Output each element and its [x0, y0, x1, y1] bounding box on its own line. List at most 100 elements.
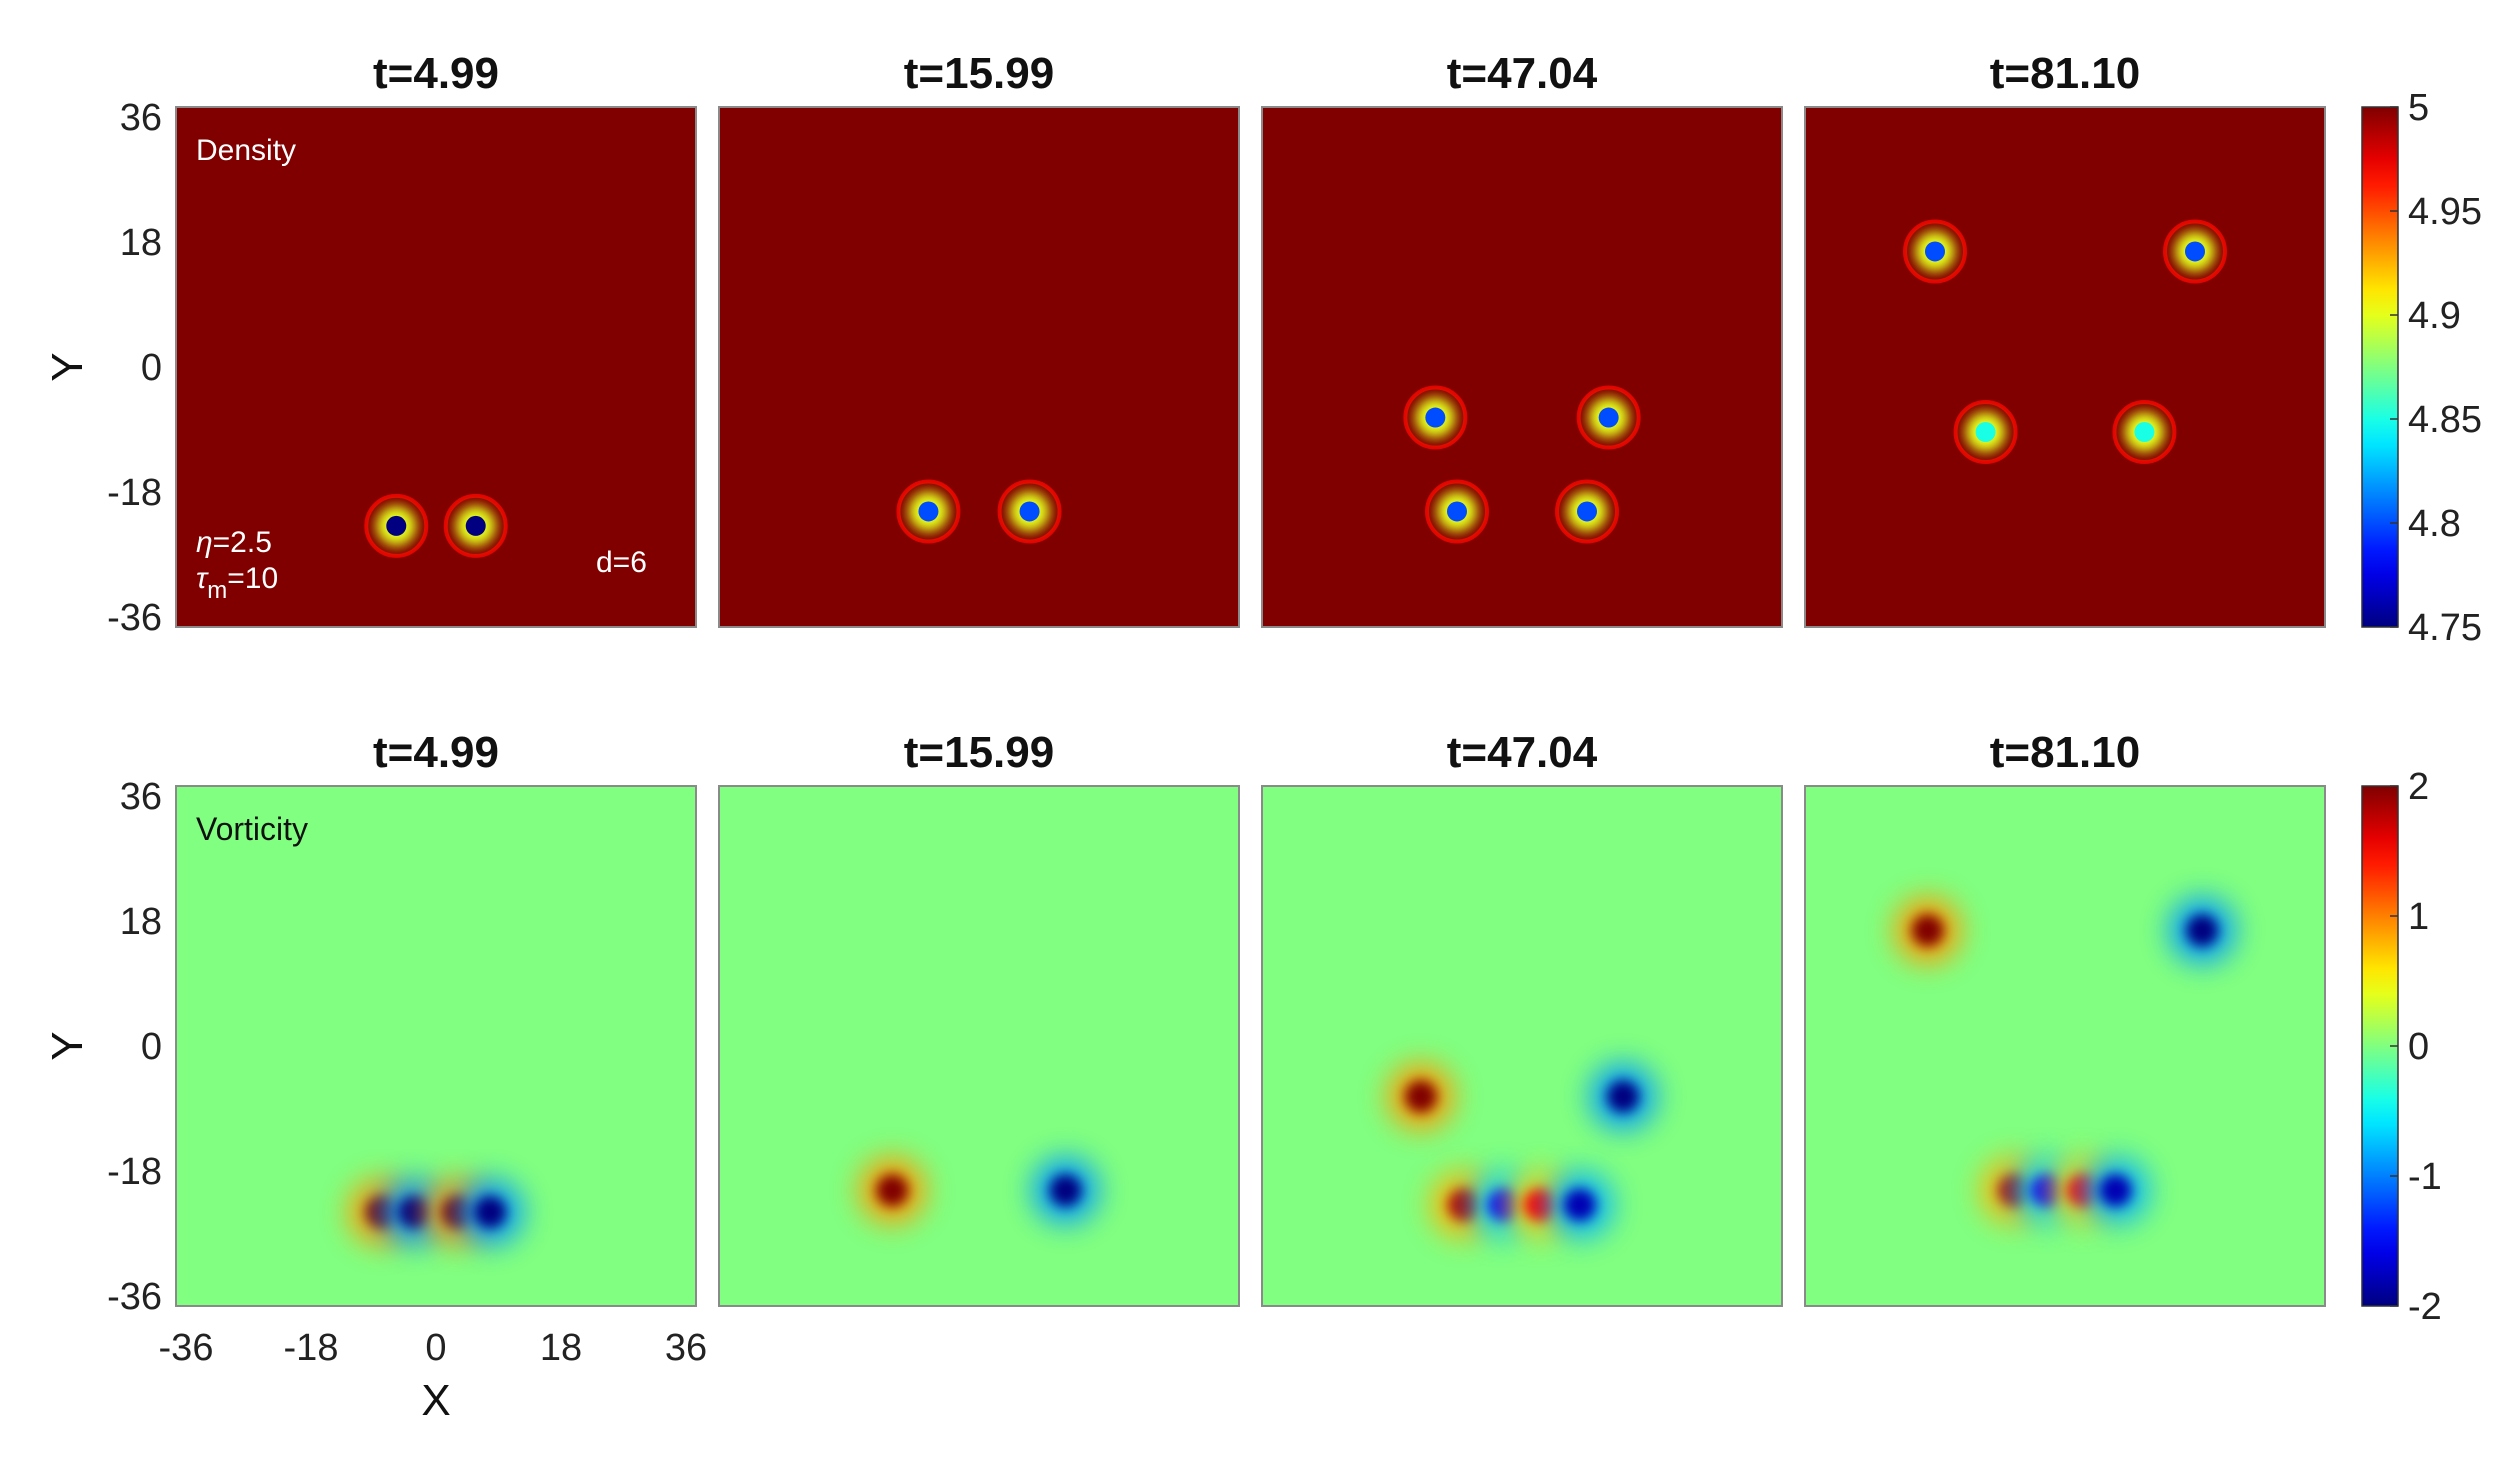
density-core	[465, 515, 486, 536]
vorticity-core	[474, 1196, 507, 1229]
density-core	[1447, 501, 1467, 522]
vorticity-panel-4	[1804, 785, 2326, 1307]
density-core	[2185, 241, 2205, 262]
colorbar-tick-label: -2	[2408, 1286, 2442, 1328]
vorticity-core	[1404, 1080, 1437, 1113]
tau-value: =10	[227, 562, 278, 595]
density-panel-4	[1804, 106, 2326, 628]
colorbar-gradient	[2361, 106, 2399, 628]
panel-frame	[1261, 106, 1783, 628]
density-core	[2134, 422, 2155, 442]
density-title-4: t=81.10	[1990, 49, 2140, 98]
y-tick-label: 0	[141, 347, 162, 389]
colorbar-tick-label: 4.95	[2408, 191, 2482, 233]
tau-annotation: τm=10	[196, 562, 278, 604]
colorbar-tick-label: 0	[2408, 1026, 2429, 1068]
x-tick-label: -18	[284, 1327, 339, 1369]
density-ring	[1903, 219, 1967, 284]
panel-frame	[718, 106, 1240, 628]
density-background	[1262, 107, 1782, 627]
vorticity-ylabel: Y	[43, 1031, 92, 1060]
density-panel-3	[1261, 106, 1783, 628]
density-ring	[443, 493, 508, 558]
panel-frame	[175, 106, 697, 628]
density-ring	[1555, 479, 1619, 544]
vorticity-panel-3	[1261, 785, 1783, 1307]
vorticity-core	[2099, 1174, 2132, 1207]
density-core	[918, 501, 939, 522]
y-tick-label: -36	[107, 1276, 162, 1318]
colorbar-tick-label: 4.8	[2408, 503, 2461, 545]
panel-frame	[1804, 106, 2326, 628]
density-ylabel: Y	[43, 352, 92, 381]
vorticity-core	[876, 1174, 909, 1207]
density-core	[386, 515, 407, 536]
density-ring	[1576, 385, 1641, 450]
colorbar-tick-label: 4.85	[2408, 399, 2482, 441]
eta-value: =2.5	[213, 526, 272, 559]
y-tick-label: 18	[120, 222, 162, 264]
density-ring	[2112, 400, 2177, 464]
vorticity-panel-1	[175, 785, 697, 1307]
colorbar-tick-label: 4.75	[2408, 607, 2482, 649]
tau-symbol: τ	[196, 562, 209, 595]
density-core	[1925, 241, 1945, 262]
density-background	[176, 107, 696, 627]
density-ring	[2163, 219, 2227, 284]
colorbar-tick-label: 2	[2408, 766, 2429, 808]
density-panel-1	[175, 106, 697, 628]
y-tick-label: -18	[107, 1151, 162, 1193]
vorticity-title-4: t=81.10	[1990, 728, 2140, 777]
vorticity-row: t=4.99 t=15.99 t=47.04 t=81.10 Vorticity…	[43, 728, 2442, 1425]
y-tick-label: 36	[120, 97, 162, 139]
vorticity-core	[1563, 1188, 1596, 1221]
density-background	[1805, 107, 2325, 627]
density-ring	[1403, 385, 1468, 450]
vorticity-colorbar: 2 1 0 -1 -2	[2361, 766, 2442, 1328]
d-annotation: d=6	[596, 546, 647, 579]
tau-subscript: m	[207, 577, 227, 604]
y-tick-label: 36	[120, 776, 162, 818]
density-core	[1577, 501, 1597, 522]
density-ring	[1953, 400, 2018, 464]
y-tick-label: -36	[107, 597, 162, 639]
colorbar-tick-label: 4.9	[2408, 295, 2461, 337]
vorticity-title-1: t=4.99	[373, 728, 499, 777]
panel-frame	[175, 785, 697, 1307]
x-tick-label: 0	[425, 1327, 446, 1369]
vorticity-core	[1911, 914, 1944, 947]
x-tick-label: 36	[665, 1327, 707, 1369]
eta-annotation: η=2.5	[196, 526, 272, 559]
density-colorbar: 5 4.95 4.9 4.85 4.8 4.75	[2361, 87, 2482, 649]
density-core	[1425, 407, 1446, 428]
vorticity-background	[1805, 786, 2325, 1306]
eta-symbol: η	[196, 526, 213, 559]
x-tick-label: 18	[540, 1327, 582, 1369]
vorticity-core	[398, 1196, 431, 1229]
y-tick-label: 0	[141, 1026, 162, 1068]
density-title-1: t=4.99	[373, 49, 499, 98]
density-y-ticks: 36 18 0 -18 -36	[107, 97, 162, 639]
x-ticks: -36 -18 0 18 36	[159, 1327, 708, 1369]
y-tick-label: 18	[120, 901, 162, 943]
density-core	[1975, 422, 1996, 442]
panel-frame	[718, 785, 1240, 1307]
density-row: t=4.99 t=15.99 t=47.04 t=81.10 Density η…	[43, 49, 2482, 649]
vorticity-label: Vorticity	[196, 811, 308, 847]
colorbar-tick-label: -1	[2408, 1156, 2442, 1198]
x-tick-label: -36	[159, 1327, 214, 1369]
density-label: Density	[196, 134, 296, 167]
density-core	[1019, 501, 1040, 522]
y-tick-label: -18	[107, 472, 162, 514]
vorticity-core	[1049, 1174, 1082, 1207]
vorticity-title-2: t=15.99	[904, 728, 1054, 777]
density-title-2: t=15.99	[904, 49, 1054, 98]
density-ring	[364, 493, 429, 558]
density-ring	[997, 479, 1062, 544]
colorbar-tick-label: 1	[2408, 896, 2429, 938]
vorticity-core	[2186, 914, 2219, 947]
colorbar-tick-label: 5	[2408, 87, 2429, 129]
density-core	[1598, 407, 1619, 428]
density-ring	[1425, 479, 1489, 544]
